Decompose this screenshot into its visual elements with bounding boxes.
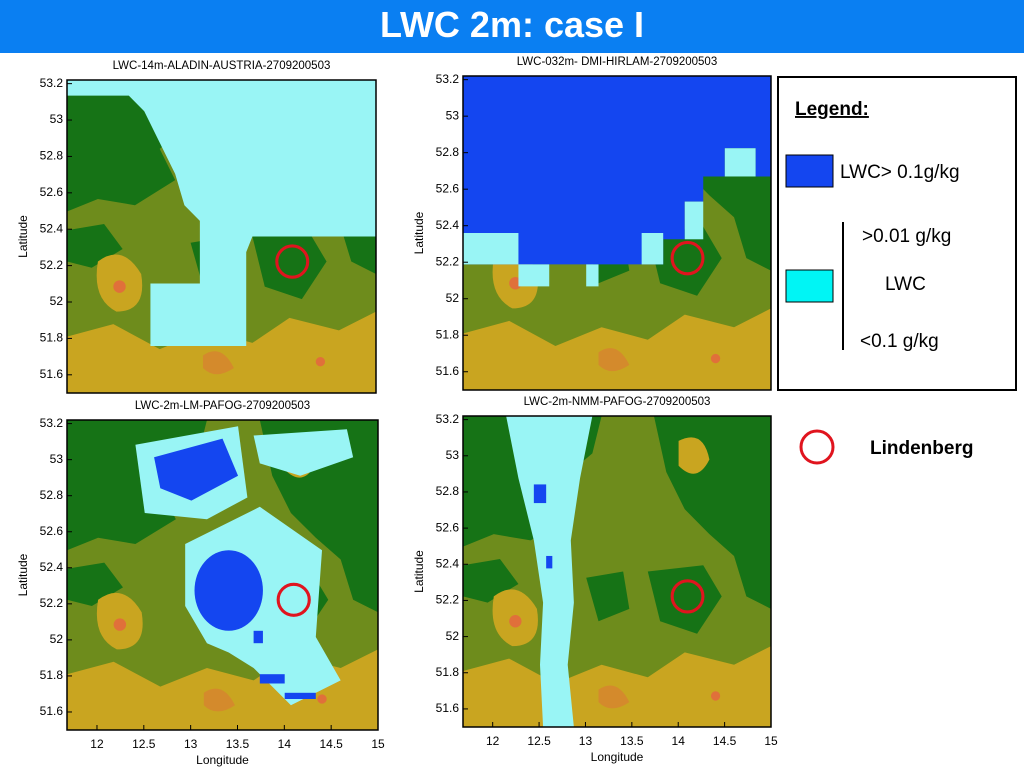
- y-tick-label: 53.2: [436, 72, 460, 86]
- y-tick-label: 52.6: [40, 185, 64, 199]
- y-tick-label: 51.6: [436, 701, 460, 715]
- x-tick-label: 12: [486, 734, 500, 748]
- x-tick-label: 13.5: [226, 737, 250, 751]
- site-marker: [799, 429, 835, 465]
- legend-swatch: [785, 269, 834, 303]
- x-tick-label: 14: [672, 734, 686, 748]
- panel-title: LWC-14m-ALADIN-AUSTRIA-2709200503: [113, 60, 331, 72]
- legend-title: Legend:: [795, 99, 869, 120]
- map-frame: [462, 415, 772, 728]
- x-tick-label: 15: [764, 734, 778, 748]
- map-frame: [462, 75, 772, 391]
- y-tick-label: 53.2: [40, 416, 64, 430]
- y-tick-label: 52.6: [40, 524, 64, 538]
- map-panel: [463, 76, 771, 390]
- x-tick-label: 12.5: [132, 737, 156, 751]
- x-tick-label: 13: [184, 737, 198, 751]
- y-tick-label: 52.4: [436, 218, 460, 232]
- y-tick-label: 52.8: [436, 145, 460, 159]
- map-panel: [67, 420, 378, 730]
- x-tick-label: 14.5: [713, 734, 737, 748]
- y-tick-label: 52: [446, 291, 460, 305]
- y-tick-label: 52.2: [40, 596, 64, 610]
- y-tick-label: 53.2: [40, 76, 64, 90]
- y-axis-label: Latitude: [412, 211, 426, 254]
- x-axis-label: Longitude: [196, 753, 249, 767]
- y-tick-label: 52.6: [436, 181, 460, 195]
- y-tick-label: 52: [50, 294, 64, 308]
- y-tick-label: 51.8: [40, 331, 64, 345]
- y-tick-label: 51.6: [436, 364, 460, 378]
- y-tick-label: 52.8: [40, 488, 64, 502]
- x-tick-label: 12: [90, 737, 104, 751]
- y-tick-label: 52.4: [436, 556, 460, 570]
- site-label: Lindenberg: [870, 438, 973, 459]
- y-tick-label: 52: [50, 632, 64, 646]
- map-panel: [463, 416, 771, 727]
- y-tick-label: 52.2: [436, 254, 460, 268]
- y-tick-label: 52.2: [436, 593, 460, 607]
- panel-title: LWC-2m-NMM-PAFOG-2709200503: [524, 396, 711, 408]
- x-tick-label: 12.5: [527, 734, 551, 748]
- y-tick-label: 51.8: [436, 665, 460, 679]
- x-axis-label: Longitude: [591, 750, 644, 764]
- slide-title: LWC 2m: case I: [0, 0, 1024, 53]
- map-frame: [66, 419, 379, 731]
- y-tick-label: 52.4: [40, 221, 64, 235]
- legend-box: [777, 76, 1017, 391]
- legend-swatch: [785, 154, 834, 188]
- y-tick-label: 53: [446, 108, 460, 122]
- y-tick-label: 52.2: [40, 258, 64, 272]
- x-tick-label: 13: [579, 734, 593, 748]
- y-tick-label: 53: [446, 448, 460, 462]
- map-frame: [66, 79, 377, 394]
- x-tick-label: 14.5: [319, 737, 343, 751]
- y-tick-label: 53: [50, 452, 64, 466]
- y-tick-label: 52.8: [40, 149, 64, 163]
- panel-title: LWC-032m- DMI-HIRLAM-2709200503: [517, 56, 717, 68]
- y-tick-label: 53: [50, 112, 64, 126]
- x-tick-label: 14: [278, 737, 292, 751]
- legend-label: <0.1 g/kg: [860, 331, 939, 352]
- y-tick-label: 52.4: [40, 560, 64, 574]
- y-tick-label: 51.6: [40, 367, 64, 381]
- y-axis-label: Latitude: [16, 215, 30, 258]
- y-tick-label: 51.6: [40, 704, 64, 718]
- y-tick-label: 51.8: [40, 668, 64, 682]
- y-tick-label: 52: [446, 629, 460, 643]
- x-tick-label: 13.5: [620, 734, 644, 748]
- panel-title: LWC-2m-LM-PAFOG-2709200503: [135, 400, 310, 412]
- x-tick-label: 15: [371, 737, 385, 751]
- map-panel: [67, 80, 376, 393]
- legend-label: LWC: [885, 274, 926, 295]
- legend-label: >0.01 g/kg: [862, 226, 951, 247]
- y-axis-label: Latitude: [412, 550, 426, 593]
- y-axis-label: Latitude: [16, 553, 30, 596]
- y-tick-label: 53.2: [436, 412, 460, 426]
- legend-label: LWC> 0.1g/kg: [840, 162, 960, 183]
- y-tick-label: 52.6: [436, 520, 460, 534]
- y-tick-label: 52.8: [436, 484, 460, 498]
- y-tick-label: 51.8: [436, 327, 460, 341]
